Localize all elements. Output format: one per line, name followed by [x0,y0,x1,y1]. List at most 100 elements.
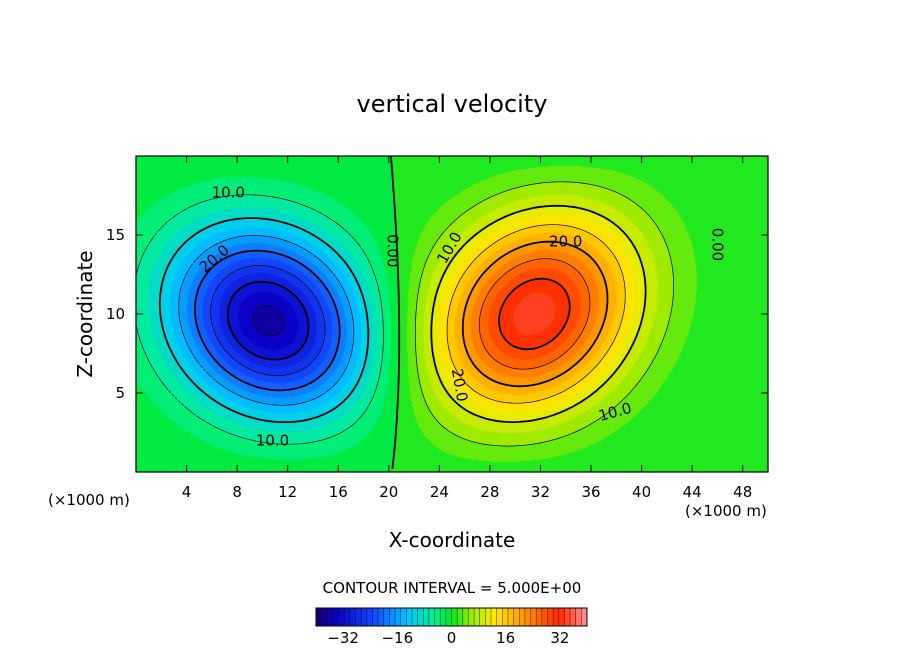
x-tick-label: 12 [278,483,297,501]
colorbar-swatch [321,608,328,626]
colorbar-swatch [485,608,492,626]
contour-interval: CONTOUR INTERVAL = 5.000E+00 [323,579,582,597]
colorbar-swatch [502,608,509,626]
colorbar-tick-label: 32 [550,629,569,647]
x-axis-label: X-coordinate [389,528,516,552]
colorbar-swatch [445,608,452,626]
x-tick-label: 20 [379,483,398,501]
contour-line-neg35 [252,305,285,336]
colorbar-swatch [536,608,543,626]
colorbar-swatch [417,608,424,626]
colorbar-frame [315,607,588,627]
colorbar-tick-label: −16 [381,629,413,647]
colorbar-swatch [361,608,368,626]
colorbar-swatch [355,608,362,626]
colorbar-swatch [547,608,554,626]
colorbar-swatch [496,608,503,626]
colorbar-swatch [524,608,531,626]
colorbar: −32 −16 0 16 32 [315,607,588,647]
x-tick-label: 8 [232,483,242,501]
colorbar-swatch [338,608,345,626]
x-tick-label: 36 [581,483,600,501]
colorbar-tick-label: 0 [447,629,457,647]
chart-title: vertical velocity [357,90,548,118]
x-tick-label: 32 [531,483,550,501]
colorbar-swatch [462,608,469,626]
colorbar-swatch [411,608,419,626]
contour-line-neg30 [226,280,310,361]
colorbar-swatch [389,608,396,626]
colorbar-swatch [400,608,407,626]
colorbar-tick-label: −32 [327,629,359,647]
contour-line-20 [461,240,609,388]
colorbar-swatch [513,608,520,626]
y-tick-label: 15 [106,226,125,244]
colorbar-swatch [378,608,385,626]
velocity-field [136,156,768,472]
x-tick-label: 48 [733,483,752,501]
y-axis-label: Z-coordinate [73,250,97,377]
contour-line-25 [478,258,591,370]
colorbar-swatch [581,608,588,626]
colorbar-swatch [428,608,435,626]
contour-label-3: 0.00 [384,234,402,267]
colorbar-swatch [423,608,430,626]
colorbar-swatch [474,608,481,626]
x-tick-label: 4 [182,483,192,501]
y-axis: 5 10 15 [106,226,768,402]
colorbar-swatch [372,608,379,626]
colorbar-swatch [553,608,560,626]
contour-label-2: 10.0 [256,431,289,449]
colorbar-swatch [507,608,515,626]
contour-label-5: 20.0 [549,232,582,250]
colorbar-swatch [332,608,339,626]
colorbar-swatch [491,608,498,626]
colorbar-swatch [570,608,577,626]
colorbar-swatch [327,608,334,626]
colorbar-swatch [316,608,323,626]
colorbar-swatch [519,608,526,626]
colorbar-tick-label: 16 [496,629,515,647]
colorbar-swatch [558,608,565,626]
colorbar-swatch [451,608,458,626]
colorbar-swatch [366,608,373,626]
colorbar-swatch [344,608,351,626]
y-tick-label: 10 [106,305,125,323]
colorbar-swatch [541,608,548,626]
contour-line-neg15 [178,235,355,406]
y-tick-label: 5 [115,384,125,402]
colorbar-swatch [457,608,464,626]
x-tick-label: 16 [329,483,348,501]
colorbar-swatch [468,608,475,626]
colorbar-swatch [395,608,402,626]
colorbar-swatch [349,608,356,626]
colorbar-swatch [575,608,582,626]
contour-lines [136,156,674,469]
colorbar-swatch [383,608,390,626]
contour-line-neg20 [194,249,341,392]
colorbar-swatch [479,608,486,626]
contour-line-15 [446,224,626,404]
colorbar-swatch [434,608,441,626]
colorbar-swatch [406,608,413,626]
contour-label-6: 20.0 [448,367,472,403]
contour-label-8: 0.00 [708,228,726,261]
x-axis: 4 8 12 16 20 24 28 32 36 40 44 48 [182,156,752,501]
contour-line-30 [498,277,571,351]
x-unit-left: (×1000 m) [48,491,130,509]
contour-label-0: 10.0 [212,183,245,201]
contour-line-neg5 [136,194,384,445]
colorbar-swatch [530,608,537,626]
contour-line-neg10 [158,217,370,424]
x-tick-label: 28 [480,483,499,501]
x-tick-label: 44 [683,483,702,501]
x-unit-right: (×1000 m) [685,502,767,520]
x-tick-label: 24 [430,483,449,501]
contour-line-neg25 [210,265,326,377]
contour-line-10 [430,204,647,423]
colorbar-swatch [564,608,571,626]
contour-line-0 [390,156,401,469]
x-tick-label: 40 [632,483,651,501]
contour-line-5 [414,181,674,447]
